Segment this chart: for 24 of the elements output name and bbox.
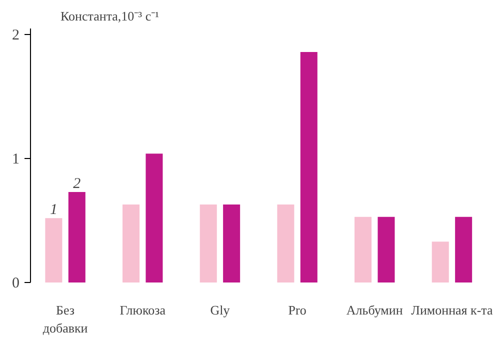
bar: [354, 216, 372, 282]
bar: [45, 218, 62, 282]
bar: [200, 204, 217, 282]
series-label: 2: [73, 176, 82, 192]
bar: [455, 216, 472, 282]
y-tick-label: 1: [12, 152, 20, 168]
x-tick-label: Без добавки: [42, 302, 88, 336]
bar: [146, 154, 163, 282]
y-tick-label: 0: [12, 276, 20, 292]
bar: [378, 216, 395, 282]
y-tick-label: 2: [12, 28, 20, 44]
y-axis-title: Константа,10⁻³ с⁻¹: [60, 8, 160, 24]
bar: [68, 192, 86, 282]
x-tick-label: Глюкоза: [120, 302, 166, 318]
bar: [122, 204, 140, 282]
series-label: 1: [50, 202, 58, 218]
x-tick-label: Gly: [210, 302, 230, 318]
x-tick-label: Альбумин: [346, 302, 403, 318]
x-tick-label: Pro: [288, 302, 306, 318]
bar: [277, 204, 294, 282]
bar: [300, 52, 318, 282]
bar: [223, 204, 240, 282]
bar: [432, 242, 449, 282]
x-tick-label: Лимонная к-та: [411, 302, 494, 318]
